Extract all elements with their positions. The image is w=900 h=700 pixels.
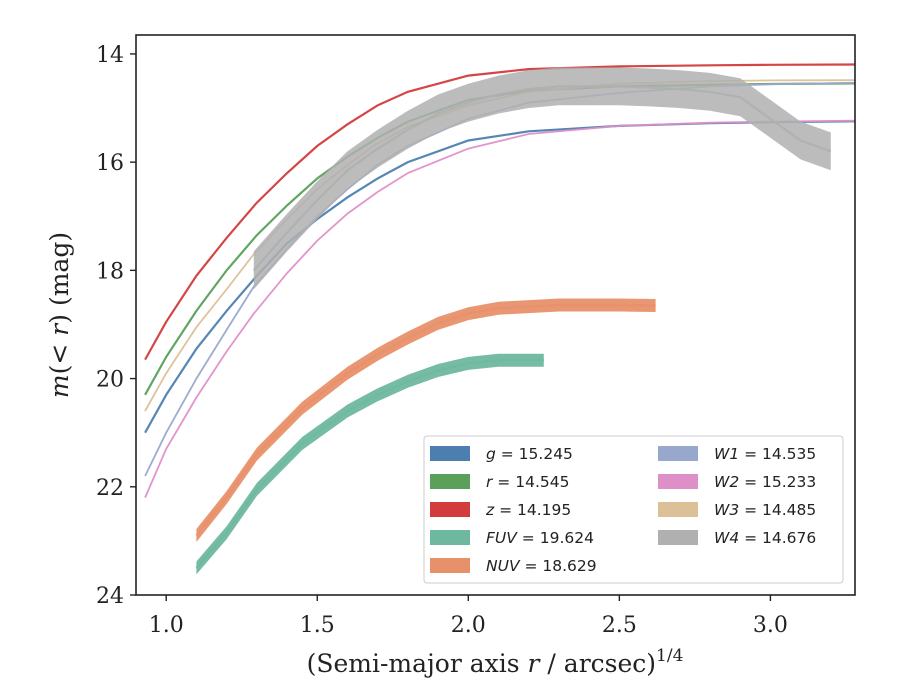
legend-label: W3 = 14.485	[714, 501, 816, 519]
line-nuv	[195, 303, 656, 537]
line-r	[144, 82, 855, 396]
legend-label: W1 = 14.535	[714, 445, 816, 463]
line-w1	[144, 82, 855, 477]
legend-swatch	[430, 558, 470, 573]
legend-swatch	[658, 446, 698, 461]
legend-item-w2: W2 = 15.233	[658, 473, 816, 491]
y-tick-label: 22	[96, 476, 124, 501]
series-fuv	[195, 353, 544, 575]
line-z	[144, 63, 855, 361]
legend-item-w4: W4 = 14.676	[658, 529, 816, 547]
y-tick-label: 20	[96, 368, 124, 393]
y-tick-label: 24	[96, 584, 124, 609]
legend-swatch	[430, 474, 470, 489]
legend: g = 15.245 r = 14.545 z = 14.195 FUV = 19.6…	[423, 435, 844, 584]
series-g	[144, 120, 855, 434]
legend-label: FUV = 19.624	[486, 529, 594, 547]
legend-label: W4 = 14.676	[714, 529, 816, 547]
legend-swatch	[658, 474, 698, 489]
y-axis-label: m(< r) (mag)	[45, 232, 74, 398]
x-axis-label: (Semi-major axis r / arcsec)1/4	[307, 646, 684, 678]
legend-item-g: g = 15.245	[430, 445, 573, 463]
plot-frame	[135, 34, 856, 596]
x-tick-label: 2.0	[451, 613, 486, 638]
legend-box	[423, 435, 844, 584]
y-tick-label: 16	[96, 151, 124, 176]
x-tick-label: 3.0	[753, 613, 788, 638]
series-nuv	[195, 298, 656, 542]
series-r	[144, 82, 855, 396]
legend-swatch	[658, 530, 698, 545]
legend-swatch	[430, 446, 470, 461]
legend-label: r = 14.545	[486, 473, 569, 491]
legend-item-w3: W3 = 14.485	[658, 501, 816, 519]
legend-item-z: z = 14.195	[430, 501, 571, 519]
band-w4	[253, 67, 831, 290]
legend-swatch	[430, 530, 470, 545]
y-tick-label: 14	[96, 43, 124, 68]
x-tick-label: 2.5	[602, 613, 637, 638]
series-z	[144, 63, 855, 361]
line-g	[144, 120, 855, 434]
series-w1	[144, 82, 855, 477]
legend-item-fuv: FUV = 19.624	[430, 529, 594, 547]
band-nuv	[196, 298, 656, 542]
series-w4	[252, 67, 832, 290]
legend-swatch	[430, 502, 470, 517]
legend-item-w1: W1 = 14.535	[658, 445, 816, 463]
line-fuv	[195, 359, 544, 569]
legend-item-r: r = 14.545	[430, 473, 569, 491]
series-layer	[144, 63, 855, 575]
y-tick-label: 18	[96, 259, 124, 284]
x-tick-label: 1.5	[300, 613, 335, 638]
line-w4	[252, 85, 832, 272]
legend-swatch	[658, 502, 698, 517]
legend-label: z = 14.195	[485, 501, 571, 519]
series-w2	[144, 119, 855, 498]
legend-label: NUV = 18.629	[486, 557, 597, 575]
axis-ticks: 1.0 1.5 2.0 2.5 3.0 14 16 18 20 22 24	[96, 43, 788, 638]
legend-label: W2 = 15.233	[714, 473, 816, 491]
line-w2	[144, 119, 855, 498]
x-tick-label: 1.0	[149, 613, 184, 638]
legend-item-nuv: NUV = 18.629	[430, 557, 597, 575]
legend-label: g = 15.245	[486, 445, 573, 463]
